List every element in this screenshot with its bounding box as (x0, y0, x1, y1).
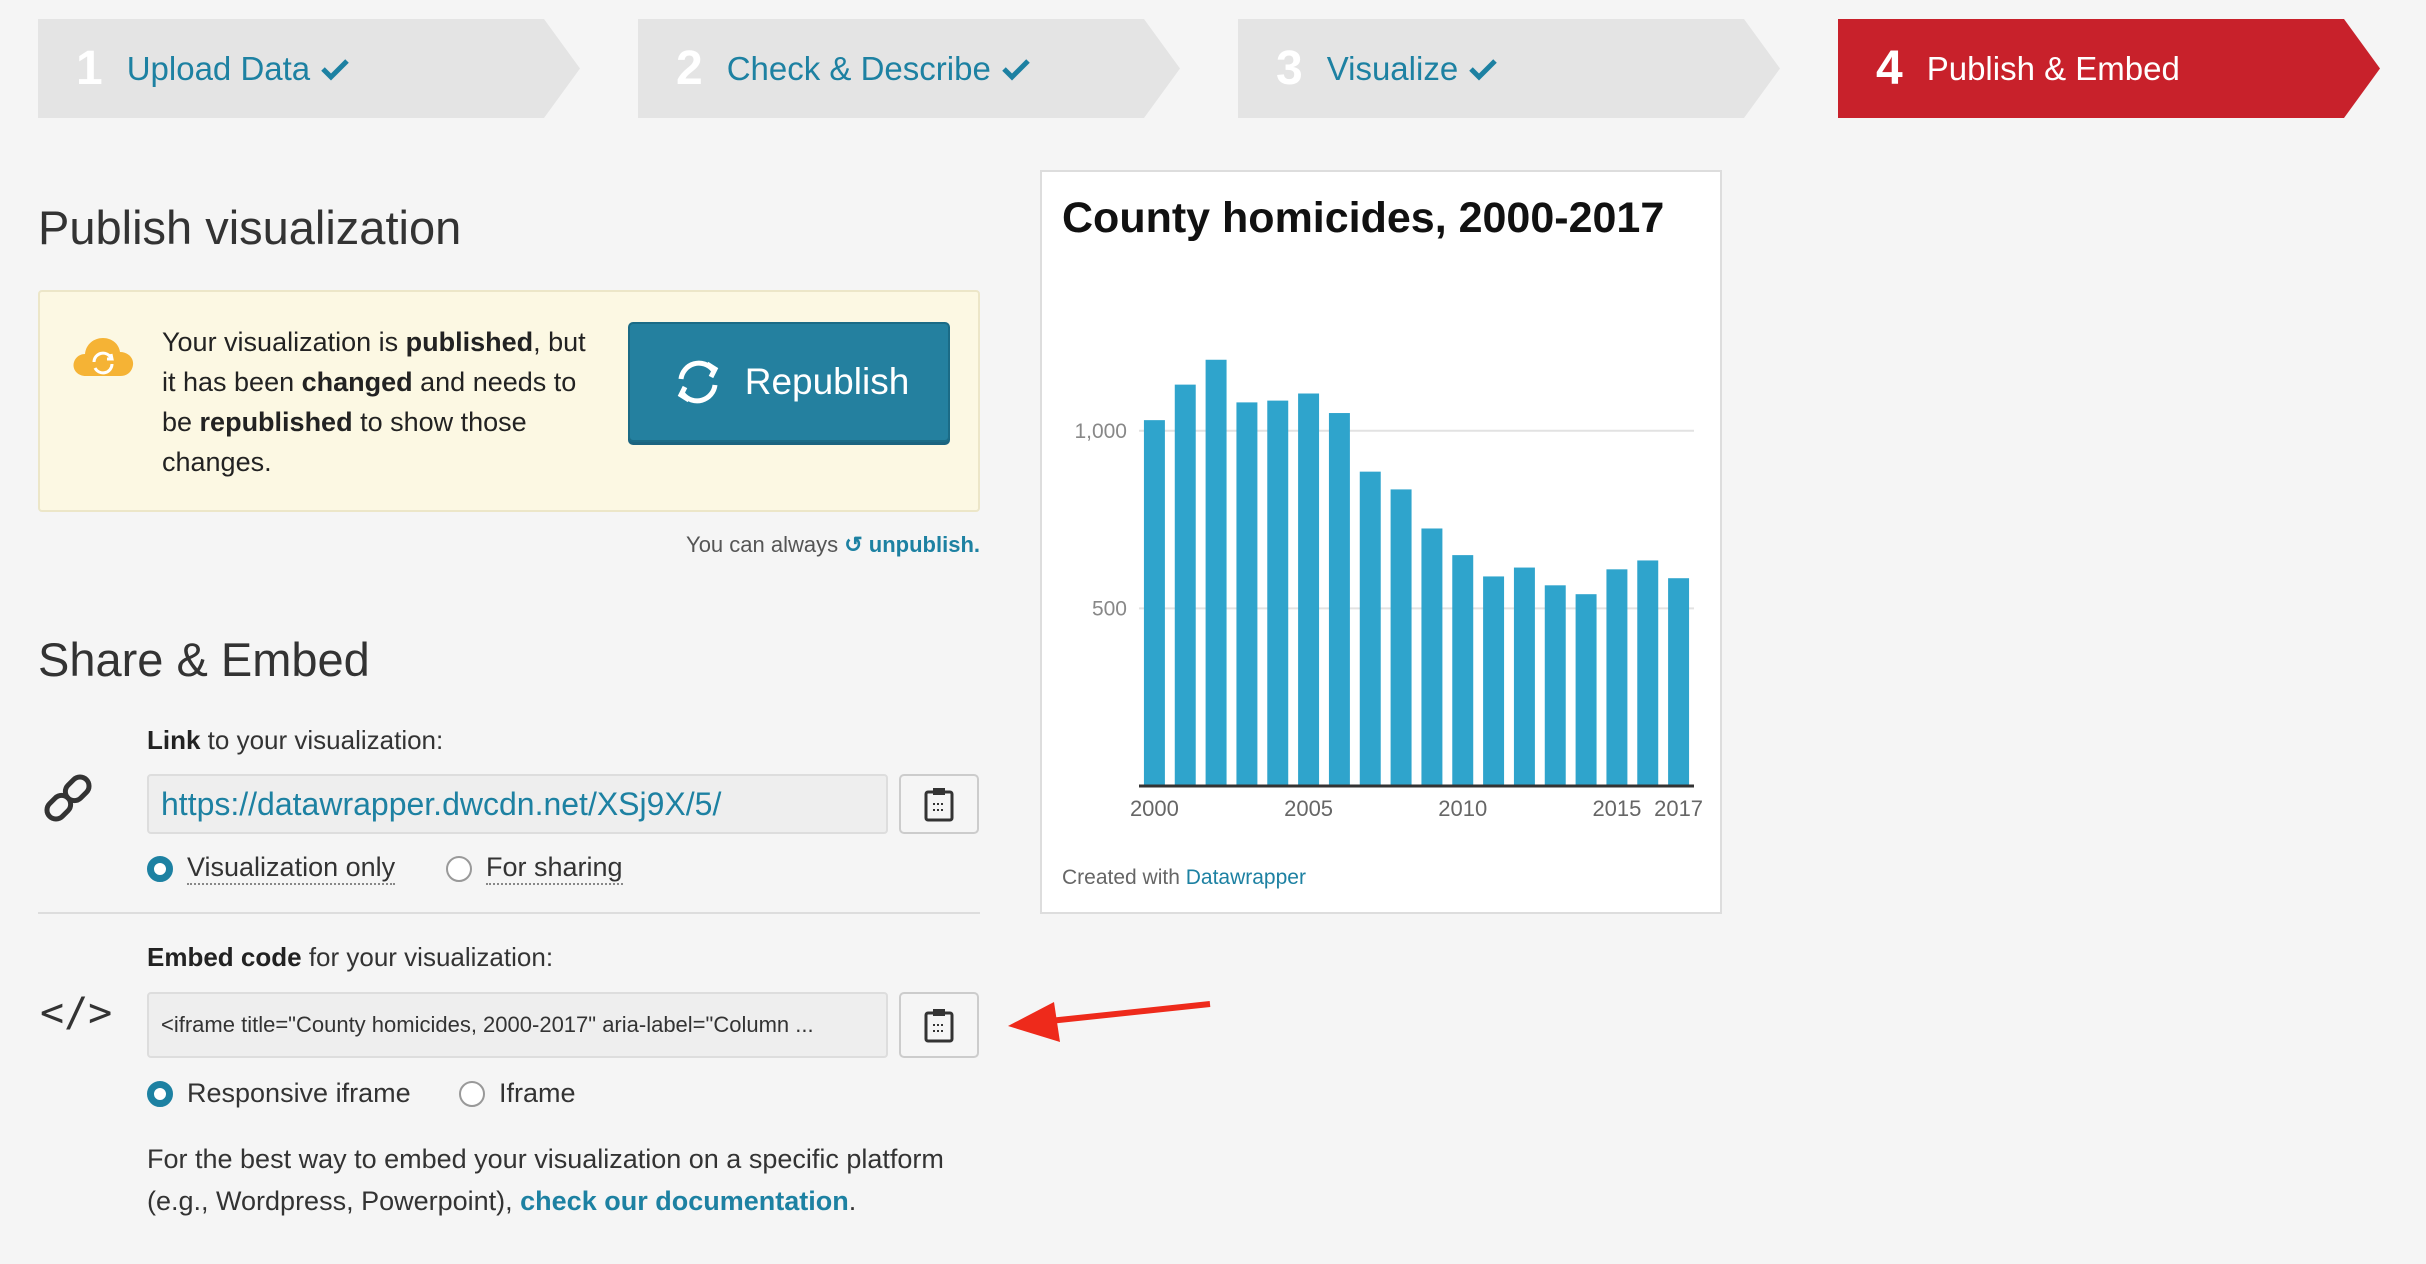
clipboard-icon (924, 788, 954, 822)
radio-button[interactable] (446, 855, 472, 882)
radio-visualization-only[interactable]: Visualization only (147, 852, 396, 885)
step-label: Upload Data (126, 49, 311, 87)
radio-button-selected[interactable] (147, 1080, 173, 1107)
bar-chart: 1,000 500 2000 2005 2010 2015 2017 (1074, 359, 1703, 821)
undo-icon: ↺ (844, 532, 863, 557)
bar (1205, 359, 1227, 786)
embed-label: Embed code for your visualization: (147, 942, 554, 972)
divider (38, 912, 980, 914)
bar (1267, 400, 1289, 786)
check-icon (1002, 58, 1030, 81)
check-icon (1469, 58, 1497, 81)
datawrapper-link[interactable]: Datawrapper (1185, 866, 1306, 889)
annotation-arrow (1008, 1001, 1211, 1042)
publish-heading: Publish visualization (38, 201, 462, 254)
code-icon: </> (40, 990, 113, 1036)
copy-link-button[interactable] (899, 774, 979, 834)
link-label: Link to your visualization: (147, 725, 444, 755)
bar (1544, 585, 1566, 786)
step-check-describe[interactable]: 2 Check & Describe (638, 19, 1180, 118)
unpublish-link[interactable]: ↺ unpublish. (844, 532, 980, 557)
bar (1483, 576, 1505, 786)
bar (1359, 471, 1381, 786)
bar (1421, 528, 1443, 786)
bar (1637, 560, 1659, 786)
bar (1174, 384, 1196, 786)
step-upload-data[interactable]: 1 Upload Data (38, 19, 580, 118)
chart-credit: Created with Datawrapper (1062, 866, 1306, 889)
radio-for-sharing[interactable]: For sharing (446, 852, 623, 885)
bar (1513, 567, 1535, 786)
unpublish-hint: You can always ↺ unpublish. (686, 532, 980, 557)
documentation-link[interactable]: check our documentation (520, 1186, 849, 1216)
refresh-icon (677, 360, 718, 404)
x-tick-label: 2000 (1130, 796, 1179, 821)
radio-responsive-iframe[interactable]: Responsive iframe (147, 1078, 411, 1109)
embed-code-field[interactable]: <iframe title="County homicides, 2000-20… (147, 992, 888, 1058)
publish-message: Your visualization is published, but it … (162, 327, 586, 477)
link-icon (44, 774, 92, 822)
radio-button[interactable] (459, 1080, 485, 1107)
step-publish-embed[interactable]: 4 Publish & Embed (1838, 19, 2380, 118)
step-label: Check & Describe (726, 49, 991, 87)
x-tick-label: 2015 (1592, 796, 1641, 821)
share-heading: Share & Embed (38, 633, 370, 686)
y-tick-label: 500 (1092, 597, 1127, 620)
chart-title: County homicides, 2000-2017 (1062, 194, 1665, 242)
bar (1390, 489, 1412, 786)
chart-preview: County homicides, 2000-2017 1,000 500 2000… (1040, 170, 1722, 914)
documentation-note: For the best way to embed your visualiza… (147, 1144, 944, 1216)
step-label: Publish & Embed (1926, 49, 2180, 87)
bar (1328, 413, 1350, 786)
bar (1298, 393, 1320, 786)
cloud-sync-icon (73, 338, 134, 376)
step-number: 2 (676, 41, 703, 95)
bar (1143, 420, 1165, 786)
step-label: Visualize (1326, 49, 1459, 87)
copy-embed-button[interactable] (899, 992, 979, 1058)
x-tick-label: 2005 (1284, 796, 1333, 821)
radio-iframe[interactable]: Iframe (459, 1078, 576, 1109)
x-tick-label: 2017 (1654, 796, 1703, 821)
republish-button[interactable]: Republish (628, 322, 950, 442)
y-tick-label: 1,000 (1074, 420, 1127, 443)
step-number: 1 (76, 41, 103, 95)
x-tick-label: 2010 (1438, 796, 1487, 821)
check-icon (321, 58, 349, 81)
bar (1452, 555, 1474, 786)
bar (1575, 594, 1597, 786)
clipboard-icon (924, 1009, 954, 1043)
bar (1236, 402, 1258, 786)
step-number: 3 (1276, 41, 1303, 95)
publish-notice: Your visualization is published, but it … (38, 290, 980, 512)
step-number: 4 (1876, 41, 1903, 95)
step-visualize[interactable]: 3 Visualize (1238, 19, 1780, 118)
republish-label: Republish (744, 361, 910, 402)
radio-button-selected[interactable] (147, 855, 173, 882)
link-url-field[interactable]: https://datawrapper.dwcdn.net/XSj9X/5/ (147, 774, 888, 834)
bar (1668, 578, 1690, 786)
bar (1606, 569, 1628, 786)
